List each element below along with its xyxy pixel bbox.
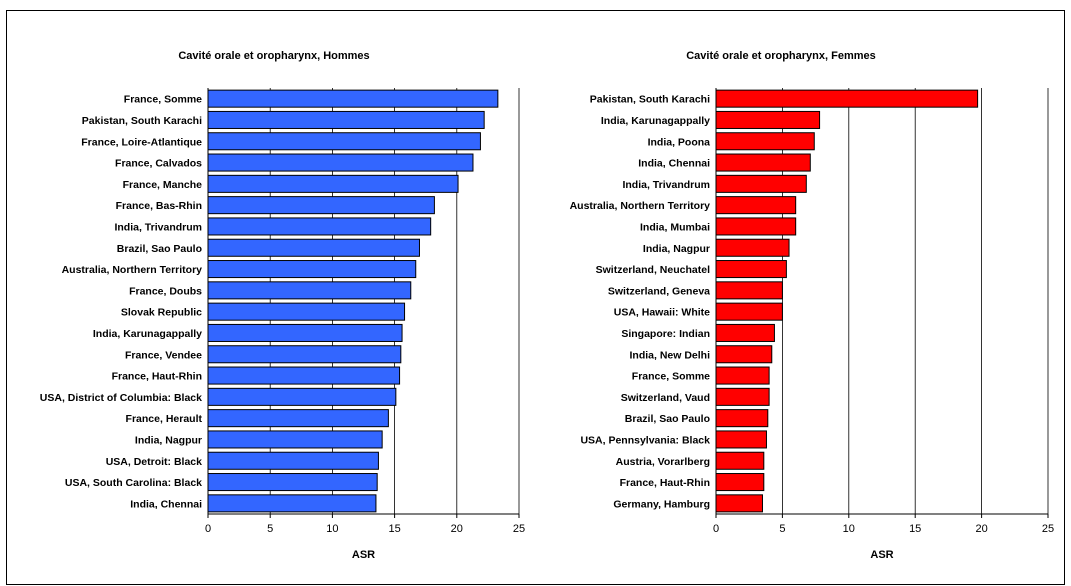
women-category-label: Pakistan, South Karachi — [590, 94, 710, 106]
women-x-tick-label: 20 — [975, 523, 987, 535]
women-category-label: India, Trivandrum — [622, 179, 710, 191]
men-x-tick-label: 0 — [205, 523, 211, 535]
men-chart-title: Cavité orale et oropharynx, Hommes — [178, 50, 369, 62]
women-bar — [715, 451, 765, 470]
women-category-label: India, New Delhi — [629, 349, 710, 361]
women-category-label: India, Mumbai — [640, 221, 710, 233]
men-bar — [207, 345, 402, 364]
women-bar — [715, 345, 773, 364]
women-category-label: France, Haut-Rhin — [620, 477, 710, 489]
women-category-label: Germany, Hamburg — [613, 498, 710, 510]
women-category-label: Switzerland, Neuchatel — [596, 264, 710, 276]
men-bar — [207, 153, 474, 172]
women-category-label: Australia, Northern Territory — [570, 200, 711, 212]
women-category-label: Singapore: Indian — [621, 328, 710, 340]
women-category-label: Austria, Vorarlberg — [616, 456, 710, 468]
women-x-tick-label: 0 — [713, 523, 719, 535]
women-x-tick-label: 5 — [779, 523, 785, 535]
women-chart-title: Cavité orale et oropharynx, Femmes — [686, 50, 876, 62]
women-category-label: Brazil, Sao Paulo — [625, 413, 710, 425]
men-category-label: France, Manche — [123, 179, 203, 191]
men-bar — [207, 89, 499, 108]
men-bar — [207, 409, 389, 428]
men-category-label: India, Nagpur — [135, 434, 202, 446]
men-bar — [207, 110, 485, 129]
men-category-label: Slovak Republic — [121, 307, 202, 319]
women-x-tick-label: 25 — [1042, 523, 1054, 535]
women-bar — [715, 323, 775, 342]
men-bar — [207, 387, 397, 406]
men-x-tick-label: 25 — [513, 523, 525, 535]
men-bar — [207, 132, 481, 151]
women-bar — [715, 110, 821, 129]
women-bar — [715, 366, 770, 385]
women-bar — [715, 473, 765, 492]
women-bar — [715, 132, 815, 151]
men-category-label: USA, Detroit: Black — [106, 456, 202, 468]
men-bar — [207, 281, 412, 300]
men-category-label: India, Karunagappally — [93, 328, 202, 340]
women-bar — [715, 430, 767, 449]
men-bar — [207, 494, 377, 513]
women-bar — [715, 217, 797, 236]
women-category-label: USA, Pennsylvania: Black — [580, 434, 710, 446]
chart-frame: Cavité orale et oropharynx, Hommes France… — [6, 10, 1065, 585]
women-bar — [715, 494, 763, 513]
women-bar — [715, 196, 797, 215]
men-category-label: USA, District of Columbia: Black — [40, 392, 202, 404]
men-category-label: India, Trivandrum — [114, 221, 202, 233]
men-category-label: France, Calvados — [115, 158, 202, 170]
men-bar — [207, 260, 417, 279]
women-bar — [715, 302, 783, 321]
women-category-label: India, Chennai — [638, 158, 710, 170]
men-category-label: France, Doubs — [129, 285, 202, 297]
men-category-label: France, Vendee — [125, 349, 202, 361]
men-bar — [207, 174, 459, 193]
women-bar — [715, 174, 807, 193]
women-bar — [715, 409, 769, 428]
women-bar — [715, 153, 811, 172]
chart-canvas: Cavité orale et oropharynx, Hommes France… — [40, 50, 1054, 561]
men-bar — [207, 302, 406, 321]
men-category-label: Brazil, Sao Paulo — [117, 243, 202, 255]
men-bar — [207, 430, 383, 449]
women-bar — [715, 89, 979, 108]
women-x-tick-label: 10 — [843, 523, 855, 535]
men-bar — [207, 217, 432, 236]
men-x-tick-label: 15 — [388, 523, 400, 535]
women-category-label: India, Poona — [648, 136, 711, 148]
women-bar — [715, 387, 770, 406]
women-category-label: Switzerland, Geneva — [608, 285, 710, 297]
men-category-label: France, Somme — [124, 94, 202, 106]
men-category-label: France, Loire-Atlantique — [81, 136, 202, 148]
women-x-axis-label: ASR — [870, 549, 893, 561]
men-category-label: Pakistan, South Karachi — [82, 115, 202, 127]
men-bar — [207, 451, 379, 470]
men-category-label: France, Haut-Rhin — [112, 371, 202, 383]
women-bar — [715, 281, 783, 300]
men-x-tick-label: 20 — [451, 523, 463, 535]
women-category-label: Switzerland, Vaud — [621, 392, 710, 404]
men-bar — [207, 323, 403, 342]
men-bar — [207, 196, 435, 215]
men-x-tick-label: 10 — [326, 523, 338, 535]
men-x-axis-label: ASR — [352, 549, 375, 561]
men-category-label: India, Chennai — [130, 498, 202, 510]
women-category-label: India, Nagpur — [643, 243, 710, 255]
men-category-label: USA, South Carolina: Black — [65, 477, 202, 489]
men-bar — [207, 366, 401, 385]
men-category-label: France, Herault — [126, 413, 203, 425]
women-bar — [715, 238, 790, 257]
men-category-label: Australia, Northern Territory — [62, 264, 203, 276]
women-category-label: India, Karunagappally — [601, 115, 710, 127]
women-x-tick-label: 15 — [909, 523, 921, 535]
men-bar — [207, 473, 378, 492]
men-x-tick-label: 5 — [267, 523, 273, 535]
women-category-label: France, Somme — [632, 371, 710, 383]
men-category-label: France, Bas-Rhin — [116, 200, 202, 212]
women-category-label: USA, Hawaii: White — [614, 307, 710, 319]
men-bar — [207, 238, 420, 257]
women-bar — [715, 260, 787, 279]
